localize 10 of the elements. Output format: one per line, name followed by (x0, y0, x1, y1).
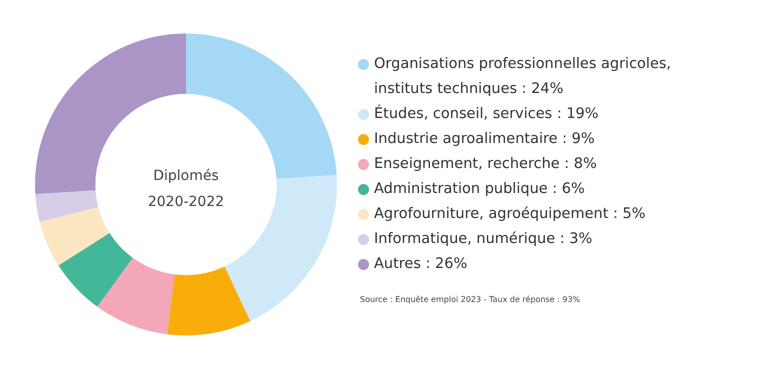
source-note: Source : Enquête emploi 2023 - Taux de réponse : 93% (360, 295, 580, 304)
legend-label: Industrie agroalimentaire : 9% (374, 131, 595, 147)
text: Diplomés 2020-2022 (146, 167, 226, 212)
legend-label: Études, conseil, services : 19% (374, 106, 599, 122)
legend-label: Organisations professionnelles agricoles, instituts techniques : 24% (374, 56, 672, 97)
legend-label: Agrofourniture, agroéquipement : 5% (374, 206, 646, 222)
legend-label: Informatique, numérique : 3% (374, 231, 592, 247)
legend-label: Administration publique : 6% (374, 181, 585, 197)
legend-label: Autres : 26% (374, 256, 468, 272)
legend-label: Enseignement, recherche : 8% (374, 156, 597, 172)
